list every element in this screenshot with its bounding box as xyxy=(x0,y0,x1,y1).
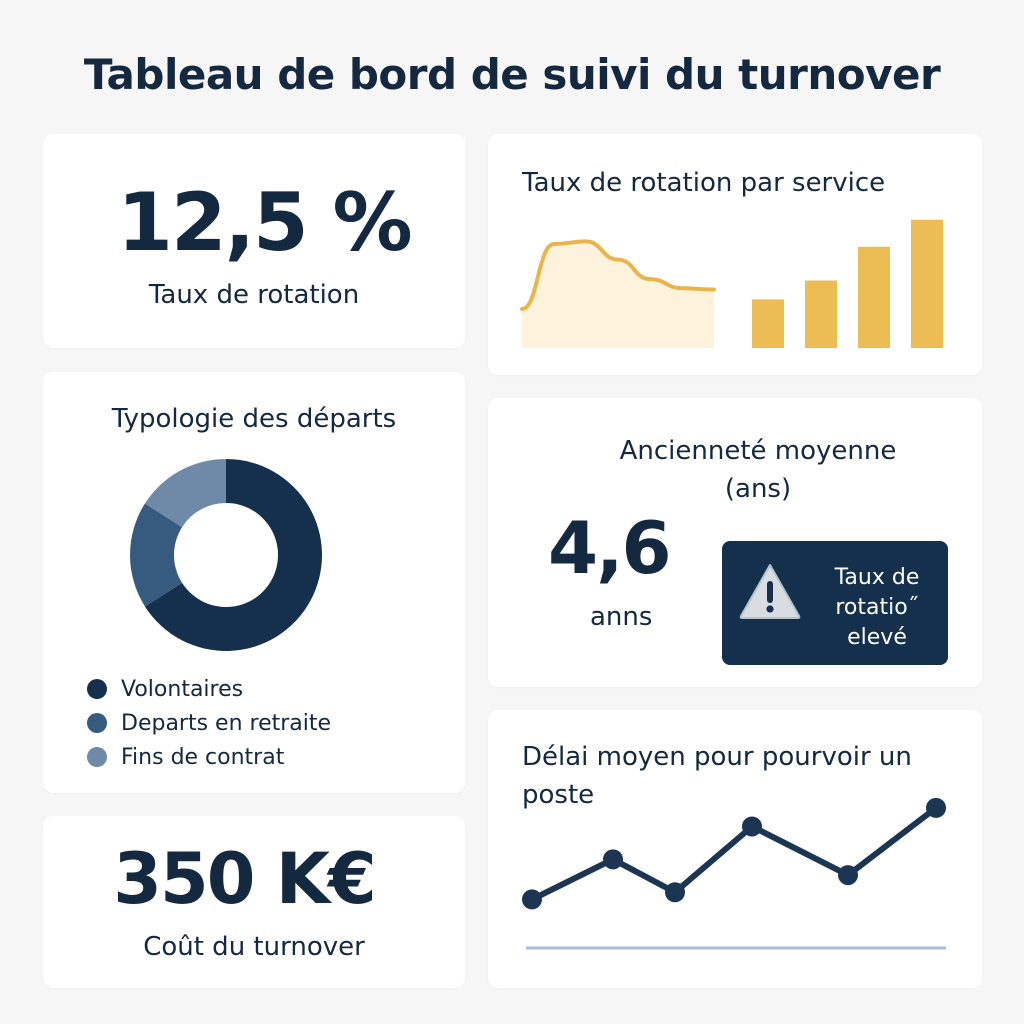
department-bar-2 xyxy=(805,280,837,348)
department-rate-title: Taux de rotation par service xyxy=(522,168,886,198)
department-bar-3 xyxy=(858,246,890,348)
average-tenure-value: 4,6 xyxy=(548,506,672,590)
donut-slice-3 xyxy=(144,459,226,528)
area-fill xyxy=(522,241,714,348)
donut-slice-1 xyxy=(144,459,322,651)
legend-dot-contract-end xyxy=(87,747,107,767)
legend-item-voluntary: Volontaires xyxy=(87,672,331,706)
average-tenure-unit: anns xyxy=(590,602,653,632)
department-rate-chart xyxy=(520,219,943,348)
turnover-rate-value: 12,5 % xyxy=(117,176,412,269)
warning-icon xyxy=(739,564,801,619)
departure-types-card: Typologie des départs Volontaires Depart… xyxy=(43,372,465,793)
average-tenure-title: Ancienneté moyenne (ans) xyxy=(619,436,897,504)
time-to-fill-point-6 xyxy=(926,797,946,818)
legend-item-retirement: Departs en retraite xyxy=(87,706,331,740)
legend-label-voluntary: Volontaires xyxy=(121,676,244,702)
turnover-cost-card: 350 K€ Coût du turnover xyxy=(43,816,465,988)
time-to-fill-card: Délai moyen pour pourvoir un poste xyxy=(488,710,982,988)
high-turnover-alert: Taux de rotatio˝ elevé xyxy=(722,541,948,665)
legend-label-contract-end: Fins de contrat xyxy=(121,744,285,770)
legend-dot-voluntary xyxy=(87,679,107,699)
department-bar-4 xyxy=(911,219,943,348)
time-to-fill-point-3 xyxy=(665,882,685,903)
turnover-rate-label: Taux de rotation xyxy=(148,280,360,310)
departure-types-legend: Volontaires Departs en retraite Fins de … xyxy=(87,672,331,774)
turnover-cost-value: 350 K€ xyxy=(113,838,376,920)
departure-types-donut xyxy=(130,459,322,651)
department-bar-1 xyxy=(752,299,784,348)
average-tenure-card: Ancienneté moyenne (ans) 4,6 anns Taux d… xyxy=(488,398,982,687)
alert-text: Taux de rotatio˝ elevé xyxy=(834,565,920,650)
department-rate-card: Taux de rotation par service xyxy=(488,134,982,375)
donut-slice-2 xyxy=(130,503,183,607)
departure-types-title: Typologie des départs xyxy=(111,404,397,434)
time-to-fill-point-4 xyxy=(742,816,762,837)
turnover-cost-label: Coût du turnover xyxy=(143,932,365,962)
area-line xyxy=(520,239,716,311)
time-to-fill-chart xyxy=(522,797,946,950)
time-to-fill-point-5 xyxy=(838,865,858,886)
page-title: Tableau de bord de suivi du turnover xyxy=(83,50,941,99)
legend-item-contract-end: Fins de contrat xyxy=(87,740,331,774)
time-to-fill-point-2 xyxy=(603,849,623,870)
time-to-fill-line xyxy=(529,804,939,903)
time-to-fill-point-1 xyxy=(522,889,542,910)
turnover-rate-card: 12,5 % Taux de rotation xyxy=(43,134,465,348)
time-to-fill-title: Délai moyen pour pourvoir un poste xyxy=(522,742,912,810)
legend-label-retirement: Departs en retraite xyxy=(121,710,332,736)
legend-dot-retirement xyxy=(87,713,107,733)
